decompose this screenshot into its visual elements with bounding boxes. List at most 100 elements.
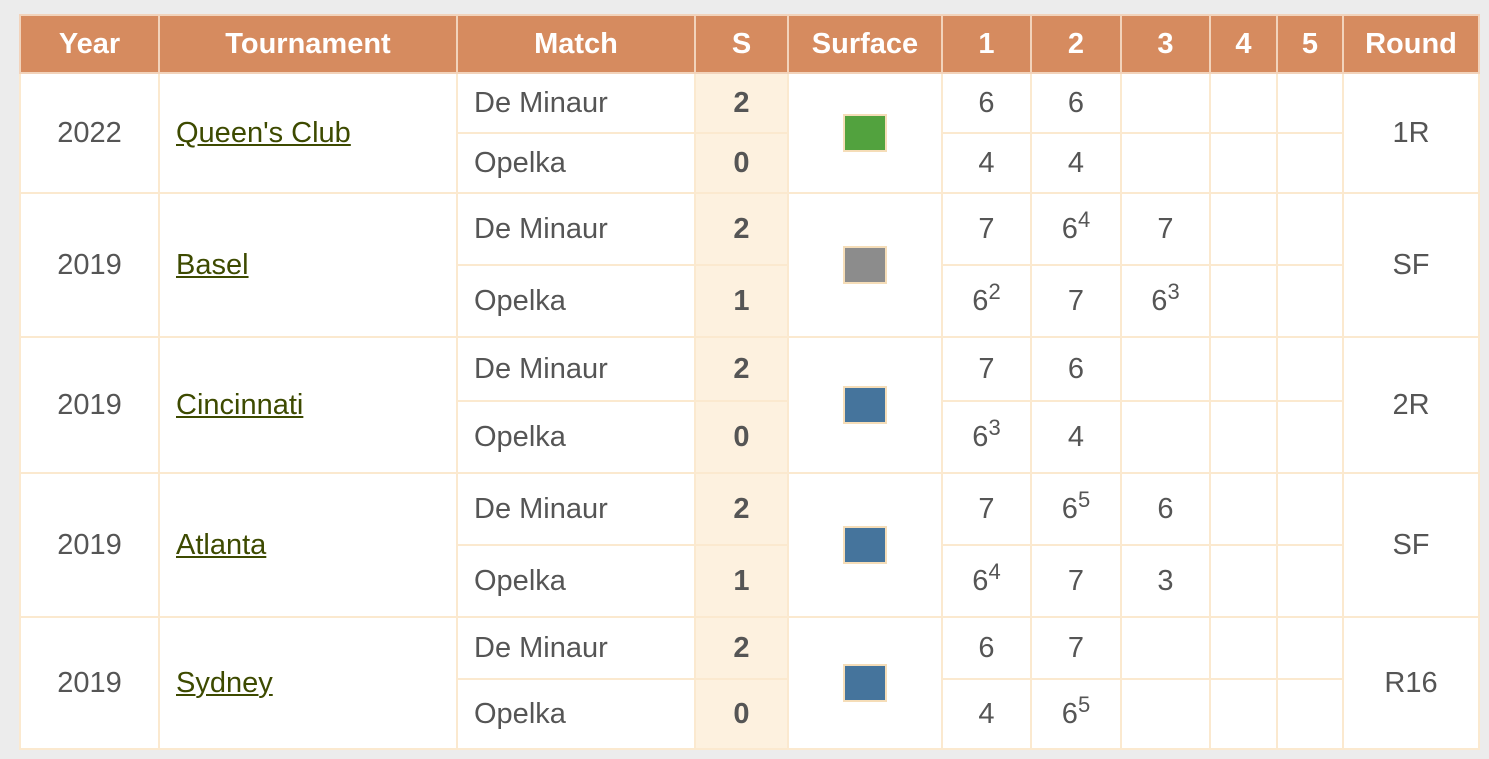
tiebreak-score: 3 bbox=[1167, 278, 1180, 304]
header-set-4: 4 bbox=[1209, 14, 1278, 74]
set-score bbox=[1120, 678, 1211, 750]
tiebreak-score: 4 bbox=[1077, 206, 1091, 232]
tournament-link[interactable]: Queen's Club bbox=[176, 116, 351, 149]
sets-won: 0 bbox=[694, 678, 789, 750]
player-name: Opelka bbox=[456, 544, 696, 618]
game-score: 7 bbox=[1157, 212, 1174, 245]
set-score-empty bbox=[1276, 678, 1344, 750]
h2h-matches-table: Year Tournament Match S Surface 1 2 3 4 … bbox=[19, 14, 1480, 750]
set-score: 4 bbox=[1030, 400, 1122, 474]
header-tournament[interactable]: Tournament bbox=[158, 14, 458, 74]
sets-won: 2 bbox=[694, 336, 789, 402]
player-name: Opelka bbox=[456, 400, 696, 474]
header-set-2: 2 bbox=[1030, 14, 1122, 74]
set-score-empty bbox=[1276, 264, 1344, 338]
tiebreak-score: 5 bbox=[1077, 691, 1091, 717]
surface-swatch bbox=[843, 114, 887, 152]
tiebreak-score: 2 bbox=[988, 278, 1001, 304]
match-row-player2: Opelka 1 64 7 3 bbox=[20, 544, 1479, 618]
match-round: SF bbox=[1342, 472, 1480, 618]
match-round: R16 bbox=[1342, 616, 1480, 750]
set-score-empty bbox=[1209, 132, 1278, 194]
sets-won: 0 bbox=[694, 400, 789, 474]
set-score: 6 bbox=[941, 72, 1032, 134]
set-score: 4 bbox=[1030, 132, 1122, 194]
set-score-empty bbox=[1276, 400, 1344, 474]
match-row-player2: Opelka 0 4 4 bbox=[20, 132, 1479, 194]
header-set-3: 3 bbox=[1120, 14, 1211, 74]
game-score: 7 bbox=[1067, 564, 1085, 597]
set-score-empty bbox=[1209, 678, 1278, 750]
surface-swatch bbox=[843, 664, 887, 702]
tournament-link[interactable]: Basel bbox=[176, 248, 249, 281]
set-score-empty bbox=[1209, 336, 1278, 402]
sets-won: 2 bbox=[694, 616, 789, 680]
set-score: 64 bbox=[1030, 192, 1122, 266]
game-score: 6 bbox=[978, 86, 995, 119]
surface-cell bbox=[787, 472, 943, 618]
match-year: 2019 bbox=[19, 336, 160, 474]
set-score bbox=[1120, 132, 1211, 194]
sets-won: 2 bbox=[694, 472, 789, 546]
set-score: 7 bbox=[1030, 544, 1122, 618]
set-score bbox=[1120, 616, 1211, 680]
surface-cell bbox=[787, 72, 943, 194]
match-row-player1: 2019 Cincinnati De Minaur 2 7 6 2R bbox=[19, 336, 1480, 474]
set-score bbox=[1120, 72, 1211, 134]
match-year: 2019 bbox=[19, 192, 160, 338]
player-name: Opelka bbox=[456, 264, 696, 338]
game-score: 6 bbox=[1151, 284, 1168, 317]
player-name: Opelka bbox=[456, 132, 696, 194]
set-score: 65 bbox=[1030, 472, 1122, 546]
match-year: 2019 bbox=[19, 616, 160, 750]
match-row-player1: 2019 Sydney De Minaur 2 6 7 R16 bbox=[19, 616, 1480, 750]
header-surface[interactable]: Surface bbox=[787, 14, 943, 74]
game-score: 4 bbox=[1067, 420, 1085, 453]
tournament-link[interactable]: Sydney bbox=[176, 666, 273, 699]
player-name: De Minaur bbox=[456, 616, 696, 680]
tournament-cell: Sydney bbox=[158, 616, 458, 750]
set-score: 63 bbox=[941, 400, 1032, 474]
set-score-empty bbox=[1209, 472, 1278, 546]
h2h-table-container: Year Tournament Match S Surface 1 2 3 4 … bbox=[19, 14, 1480, 750]
surface-swatch bbox=[843, 526, 887, 564]
set-score: 7 bbox=[941, 472, 1032, 546]
set-score: 7 bbox=[941, 192, 1032, 266]
game-score: 7 bbox=[978, 212, 995, 245]
game-score: 7 bbox=[1067, 631, 1085, 664]
surface-cell bbox=[787, 616, 943, 750]
header-match[interactable]: Match bbox=[456, 14, 696, 74]
game-score: 6 bbox=[1061, 492, 1078, 525]
set-score: 6 bbox=[1120, 472, 1211, 546]
set-score-empty bbox=[1276, 616, 1344, 680]
game-score: 4 bbox=[1067, 146, 1085, 179]
header-round[interactable]: Round bbox=[1342, 14, 1480, 74]
game-score: 6 bbox=[972, 284, 989, 317]
set-score: 4 bbox=[941, 678, 1032, 750]
set-score-empty bbox=[1209, 192, 1278, 266]
set-score-empty bbox=[1276, 192, 1344, 266]
player-name: De Minaur bbox=[456, 192, 696, 266]
player-name: De Minaur bbox=[456, 336, 696, 402]
tournament-cell: Atlanta bbox=[158, 472, 458, 618]
tournament-link[interactable]: Atlanta bbox=[176, 528, 267, 561]
header-year[interactable]: Year bbox=[19, 14, 160, 74]
game-score: 6 bbox=[972, 420, 989, 453]
sets-won: 1 bbox=[694, 544, 789, 618]
match-row-player1: 2022 Queen's Club De Minaur 2 6 6 1R bbox=[19, 72, 1480, 194]
tiebreak-score: 4 bbox=[988, 558, 1001, 584]
header-sets[interactable]: S bbox=[694, 14, 789, 74]
tournament-link[interactable]: Cincinnati bbox=[176, 388, 304, 421]
tournament-cell: Basel bbox=[158, 192, 458, 338]
set-score-empty bbox=[1276, 72, 1344, 134]
game-score: 6 bbox=[1067, 352, 1085, 385]
set-score-empty bbox=[1209, 616, 1278, 680]
sets-won: 2 bbox=[694, 72, 789, 134]
match-row-player1: 2019 Basel De Minaur 2 7 64 7 SF bbox=[19, 192, 1480, 338]
sets-won: 1 bbox=[694, 264, 789, 338]
set-score: 7 bbox=[1120, 192, 1211, 266]
match-round: 2R bbox=[1342, 336, 1480, 474]
set-score-empty bbox=[1276, 132, 1344, 194]
player-name: De Minaur bbox=[456, 472, 696, 546]
sets-won: 2 bbox=[694, 192, 789, 266]
